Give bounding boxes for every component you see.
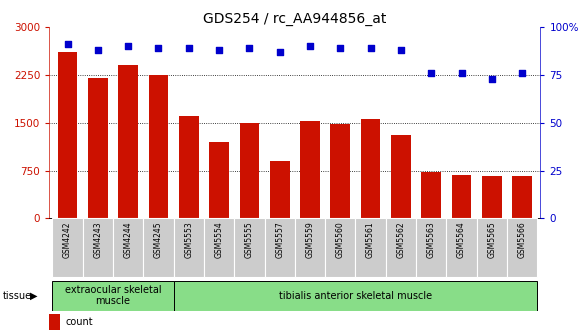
- Point: [93, 47, 102, 52]
- Bar: [239, 123, 259, 218]
- Text: GSM4243: GSM4243: [94, 221, 102, 258]
- Bar: [83, 218, 113, 277]
- Text: GSM5555: GSM5555: [245, 221, 254, 258]
- Point: [426, 70, 436, 76]
- Text: GSM5553: GSM5553: [184, 221, 193, 258]
- Text: tibialis anterior skeletal muscle: tibialis anterior skeletal muscle: [279, 291, 432, 301]
- Bar: [356, 218, 386, 277]
- Text: GSM5565: GSM5565: [487, 221, 496, 258]
- Text: GSM4242: GSM4242: [63, 221, 72, 258]
- Bar: [264, 218, 295, 277]
- Bar: [179, 116, 199, 218]
- Bar: [113, 218, 144, 277]
- Bar: [325, 218, 356, 277]
- Bar: [58, 52, 77, 218]
- Bar: [482, 176, 501, 218]
- Point: [336, 45, 345, 51]
- Bar: [391, 135, 411, 218]
- Point: [457, 70, 466, 76]
- Bar: [204, 218, 234, 277]
- Bar: [209, 142, 229, 218]
- Point: [184, 45, 193, 51]
- Text: GSM5561: GSM5561: [366, 221, 375, 258]
- Point: [487, 76, 497, 81]
- Point: [245, 45, 254, 51]
- Point: [214, 47, 224, 52]
- Point: [518, 70, 527, 76]
- Text: GSM5562: GSM5562: [396, 221, 406, 258]
- Bar: [234, 218, 264, 277]
- Text: GSM4245: GSM4245: [154, 221, 163, 258]
- Bar: [446, 218, 476, 277]
- Text: tissue: tissue: [3, 291, 32, 301]
- Bar: [512, 176, 532, 218]
- Text: ▶: ▶: [30, 291, 38, 301]
- Text: GSM4244: GSM4244: [124, 221, 132, 258]
- Bar: [174, 281, 537, 311]
- Point: [306, 43, 315, 49]
- Title: GDS254 / rc_AA944856_at: GDS254 / rc_AA944856_at: [203, 12, 386, 26]
- Text: count: count: [66, 317, 93, 327]
- Bar: [52, 281, 174, 311]
- Bar: [119, 65, 138, 218]
- Bar: [49, 314, 60, 331]
- Bar: [52, 218, 83, 277]
- Point: [396, 47, 406, 52]
- Point: [63, 41, 72, 47]
- Bar: [88, 78, 107, 218]
- Bar: [476, 218, 507, 277]
- Bar: [421, 172, 441, 218]
- Bar: [149, 75, 168, 218]
- Bar: [300, 121, 320, 218]
- Bar: [451, 175, 471, 218]
- Text: GSM5559: GSM5559: [306, 221, 314, 258]
- Point: [366, 45, 375, 51]
- Bar: [331, 124, 350, 218]
- Bar: [295, 218, 325, 277]
- Point: [275, 49, 284, 54]
- Bar: [507, 218, 537, 277]
- Bar: [144, 218, 174, 277]
- Bar: [416, 218, 446, 277]
- Text: GSM5554: GSM5554: [214, 221, 224, 258]
- Text: GSM5557: GSM5557: [275, 221, 284, 258]
- Text: extraocular skeletal
muscle: extraocular skeletal muscle: [64, 285, 162, 306]
- Point: [154, 45, 163, 51]
- Bar: [386, 218, 416, 277]
- Bar: [270, 161, 289, 218]
- Text: GSM5563: GSM5563: [426, 221, 436, 258]
- Bar: [361, 119, 381, 218]
- Text: GSM5560: GSM5560: [336, 221, 345, 258]
- Point: [124, 43, 133, 49]
- Text: GSM5564: GSM5564: [457, 221, 466, 258]
- Text: GSM5566: GSM5566: [518, 221, 526, 258]
- Bar: [174, 218, 204, 277]
